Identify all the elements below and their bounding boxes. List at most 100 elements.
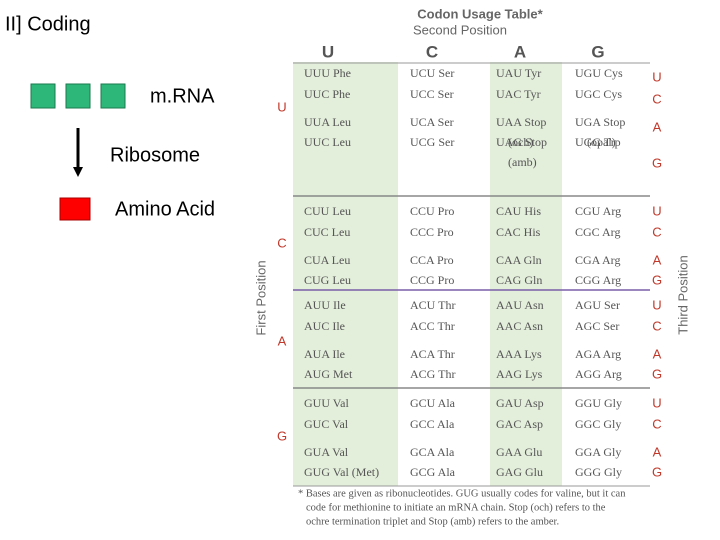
codon-cell: ACG Thr: [410, 367, 455, 381]
codon-cell: CCC Pro: [410, 225, 454, 239]
codon-cell: GGU Gly: [575, 396, 622, 410]
third-position-base: G: [652, 366, 662, 381]
codon-cell: AAG Lys: [496, 367, 543, 381]
third-position-label: Third Position: [675, 255, 690, 334]
codon-cell: CUA Leu: [304, 253, 350, 267]
footnote-line: * Bases are given as ribonucleotides. GU…: [298, 488, 626, 499]
codon-cell: AAC Asn: [496, 319, 543, 333]
codon-cell: CGU Arg: [575, 204, 621, 218]
third-position-base: C: [652, 91, 661, 106]
codon-cell: GGC Gly: [575, 417, 621, 431]
codon-cell: CUU Leu: [304, 204, 351, 218]
slide-title: II] Coding: [5, 13, 91, 35]
amino-acid-square: [59, 197, 91, 221]
mrna-square: [65, 83, 91, 109]
ribosome-label: Ribosome: [110, 144, 200, 166]
codon-cell: UAU Tyr: [496, 66, 541, 80]
codon-cell: (och): [508, 135, 533, 149]
third-position-base: U: [652, 203, 661, 218]
codon-cell: CUG Leu: [304, 273, 351, 287]
codon-cell: UCG Ser: [410, 135, 454, 149]
third-position-base: C: [652, 416, 661, 431]
codon-cell: GAU Asp: [496, 396, 544, 410]
codon-cell: AUC Ile: [304, 319, 345, 333]
codon-cell: AAU Asn: [496, 298, 544, 312]
third-position-base: G: [652, 464, 662, 479]
codon-cell: CCU Pro: [410, 204, 454, 218]
codon-cell: UGU Cys: [575, 66, 623, 80]
mrna-square: [100, 83, 126, 109]
codon-cell: AGU Ser: [575, 298, 620, 312]
codon-cell: (opal): [587, 135, 616, 149]
codon-cell: UGA Stop: [575, 115, 625, 129]
third-position-base: C: [652, 224, 661, 239]
codon-cell: UUA Leu: [304, 115, 351, 129]
footnote-line: ochre termination triplet and Stop (amb)…: [306, 516, 559, 527]
codon-cell: AGG Arg: [575, 367, 622, 381]
codon-cell: GGA Gly: [575, 445, 621, 459]
third-position-base: C: [652, 318, 661, 333]
second-position-label: Second Position: [413, 22, 507, 37]
codon-cell: CGA Arg: [575, 253, 620, 267]
third-position-base: A: [653, 346, 662, 361]
codon-cell: AUA Ile: [304, 347, 345, 361]
codon-cell: GAG Glu: [496, 465, 543, 479]
codon-cell: UAA Stop: [496, 115, 546, 129]
codon-cell: AGA Arg: [575, 347, 621, 361]
codon-cell: UCU Ser: [410, 66, 454, 80]
third-position-base: G: [652, 155, 662, 170]
first-position-base: U: [277, 99, 286, 114]
codon-cell: CAU His: [496, 204, 541, 218]
third-position-base: U: [652, 297, 661, 312]
first-position-base: A: [278, 333, 287, 348]
codon-cell: UCC Ser: [410, 87, 454, 101]
codon-cell: GCG Ala: [410, 465, 456, 479]
third-position-base: A: [653, 444, 662, 459]
codon-cell: GUA Val: [304, 445, 349, 459]
codon-cell: UAG Stop: [496, 135, 547, 149]
codon-cell: CCA Pro: [410, 253, 454, 267]
codon-cell: ACA Thr: [410, 347, 455, 361]
mrna-label: m.RNA: [150, 85, 215, 107]
codon-cell: AGC Ser: [575, 319, 619, 333]
table-title: Codon Usage Table*: [417, 6, 543, 21]
codon-cell: UGG Trp: [575, 135, 621, 149]
codon-cell: GUU Val: [304, 396, 349, 410]
third-position-base: G: [652, 272, 662, 287]
codon-cell: CUC Leu: [304, 225, 350, 239]
third-position-base: U: [652, 395, 661, 410]
codon-cell: UUC Phe: [304, 87, 350, 101]
codon-cell: AUG Met: [304, 367, 353, 381]
codon-table: Codon Usage Table* Second Position First…: [253, 6, 690, 486]
codon-cell: UAC Tyr: [496, 87, 541, 101]
codon-cell: ACU Thr: [410, 298, 455, 312]
codon-cell: UUU Phe: [304, 66, 351, 80]
codon-cell: CAC His: [496, 225, 541, 239]
codon-cell: CGG Arg: [575, 273, 621, 287]
footnote-line: code for methionine to initiate an mRNA …: [306, 502, 606, 513]
third-position-base: A: [653, 252, 662, 267]
codon-cell: UGC Cys: [575, 87, 622, 101]
first-position-base: C: [277, 235, 286, 250]
codon-cell: CAG Gln: [496, 273, 542, 287]
codon-cell: GCA Ala: [410, 445, 455, 459]
third-position-base: A: [653, 119, 662, 134]
first-position-label: First Position: [253, 260, 268, 335]
codon-cell: ACC Thr: [410, 319, 455, 333]
column-header: C: [426, 42, 438, 61]
codon-cell: GUC Val: [304, 417, 349, 431]
codon-cell: GCC Ala: [410, 417, 455, 431]
column-header: U: [322, 42, 334, 61]
codon-cell: UCA Ser: [410, 115, 454, 129]
column-header: G: [591, 42, 604, 61]
column-shade: [490, 62, 562, 486]
codon-cell: (amb): [508, 155, 537, 169]
codon-cell: GGG Gly: [575, 465, 622, 479]
column-shade: [293, 62, 398, 486]
codon-cell: GAC Asp: [496, 417, 543, 431]
codon-cell: AAA Lys: [496, 347, 542, 361]
codon-cell: GCU Ala: [410, 396, 456, 410]
codon-cell: GUG Val (Met): [304, 465, 379, 479]
